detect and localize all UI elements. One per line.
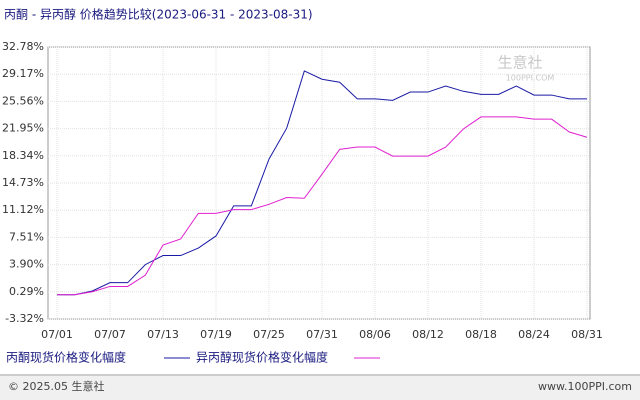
y-tick-label: 18.34%	[2, 149, 44, 162]
x-tick-label: 08/06	[359, 328, 391, 341]
x-tick-label: 08/12	[412, 328, 444, 341]
x-tick-label: 07/31	[306, 328, 338, 341]
y-tick-label: 21.95%	[2, 122, 44, 135]
y-tick-label: 0.29%	[9, 285, 44, 298]
x-tick-label: 07/13	[147, 328, 179, 341]
legend-label: 异丙醇现货价格变化幅度	[196, 350, 328, 365]
y-tick-label: 7.51%	[9, 230, 44, 243]
series-line	[57, 70, 587, 296]
y-tick-label: 29.17%	[2, 67, 44, 80]
legend-label: 丙酮现货价格变化幅度	[6, 350, 126, 365]
x-tick-label: 07/25	[253, 328, 285, 341]
y-tick-label: 14.73%	[2, 176, 44, 189]
series-line	[57, 116, 588, 296]
x-tick-label: 07/01	[41, 328, 73, 341]
watermark: 生意社	[497, 54, 542, 72]
footer-left: © 2025.05 生意社	[8, 379, 104, 393]
y-tick-label: 11.12%	[2, 203, 44, 216]
watermark-url: 100PPI.COM	[506, 74, 555, 83]
footer-right: www.100PPI.com	[538, 380, 632, 393]
x-tick-label: 08/31	[571, 328, 603, 341]
y-tick-label: 25.56%	[2, 94, 44, 107]
x-tick-label: 08/24	[518, 328, 550, 341]
footer-bg	[0, 376, 640, 400]
x-tick-label: 08/18	[465, 328, 497, 341]
chart-title: 丙酮 - 异丙醇 价格趋势比较(2023-06-31 - 2023-08-31)	[4, 7, 313, 22]
y-tick-label: -3.32%	[5, 312, 44, 325]
y-tick-label: 3.90%	[9, 258, 44, 271]
x-tick-label: 07/19	[200, 328, 232, 341]
x-tick-label: 07/07	[94, 328, 126, 341]
y-tick-label: 32.78%	[2, 40, 44, 53]
